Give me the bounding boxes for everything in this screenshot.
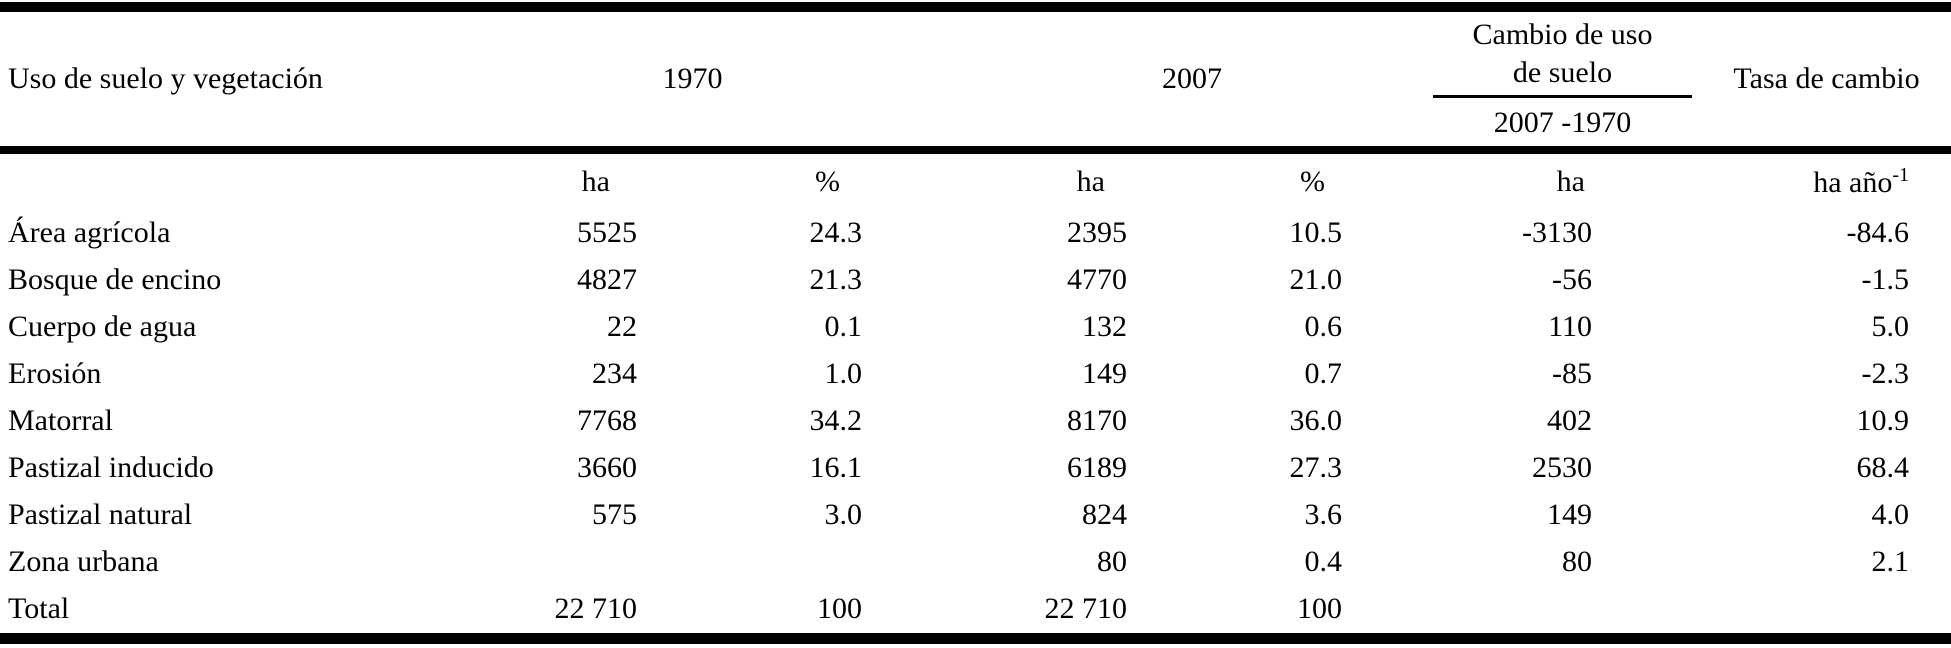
unit-tasa-superscript: -1 bbox=[1892, 163, 1909, 186]
cell-ha-2007: 4770 bbox=[1067, 263, 1127, 297]
units-row: ha % ha % ha ha año-1 bbox=[0, 150, 1951, 210]
unit-tasa: ha año-1 bbox=[1600, 150, 1951, 210]
cell-ha-2007: 22 710 bbox=[1044, 592, 1128, 626]
cell-cambio-ha: -56 bbox=[1552, 263, 1592, 297]
unit-empty bbox=[0, 150, 365, 210]
cell-landuse-label: Erosión bbox=[8, 357, 102, 391]
cell-ha-1970: 3660 bbox=[577, 451, 637, 485]
unit-pct-1970: % bbox=[815, 164, 840, 198]
unit-ha-1970: ha bbox=[581, 164, 610, 198]
unit-tasa-base: ha año bbox=[1813, 165, 1893, 199]
table-row: Zona urbana 80 0.4 80 2.1 bbox=[0, 539, 1951, 586]
cell-ha-1970: 5525 bbox=[577, 216, 637, 250]
table-row: Área agrícola 5525 24.3 2395 10.5 -3130 … bbox=[0, 210, 1951, 257]
cell-pct-2007: 0.7 bbox=[1304, 357, 1343, 391]
table-row: Total 22 710 100 22 710 100 bbox=[0, 586, 1951, 639]
cell-landuse-label: Área agrícola bbox=[8, 216, 171, 250]
cell-ha-1970: 234 bbox=[592, 357, 637, 391]
cell-ha-2007: 824 bbox=[1082, 498, 1127, 532]
cell-tasa bbox=[1600, 586, 1951, 639]
cell-landuse-label: Zona urbana bbox=[8, 545, 159, 579]
table-body: Área agrícola 5525 24.3 2395 10.5 -3130 … bbox=[0, 210, 1951, 639]
cambio-header-title: Cambio de uso de suelo bbox=[1433, 16, 1692, 98]
header-tasa-de-cambio: Tasa de cambio bbox=[1651, 7, 1951, 154]
cell-pct-2007: 0.4 bbox=[1304, 545, 1343, 579]
cell-landuse-label: Matorral bbox=[8, 404, 113, 438]
cell-tasa: 2.1 bbox=[1871, 545, 1910, 579]
cell-tasa: 68.4 bbox=[1856, 451, 1910, 485]
cell-tasa: 10.9 bbox=[1856, 404, 1910, 438]
cell-cambio-ha: -3130 bbox=[1522, 216, 1592, 250]
table-row: Matorral 7768 34.2 8170 36.0 402 10.9 bbox=[0, 398, 1951, 445]
cell-cambio-ha: 110 bbox=[1548, 310, 1592, 344]
cell-pct-1970 bbox=[645, 539, 870, 586]
cell-cambio-ha: 149 bbox=[1547, 498, 1592, 532]
cell-pct-1970: 0.1 bbox=[824, 310, 863, 344]
header-year-2007: 2007 bbox=[952, 7, 1432, 154]
cell-ha-1970: 22 bbox=[607, 310, 637, 344]
cell-ha-1970: 7768 bbox=[577, 404, 637, 438]
cell-tasa: -2.3 bbox=[1861, 357, 1910, 391]
table-row: Bosque de encino 4827 21.3 4770 21.0 -56… bbox=[0, 257, 1951, 304]
table-row: Pastizal natural 575 3.0 824 3.6 149 4.0 bbox=[0, 492, 1951, 539]
cell-cambio-ha: 80 bbox=[1562, 545, 1592, 579]
cell-pct-1970: 24.3 bbox=[809, 216, 863, 250]
cell-pct-1970: 34.2 bbox=[809, 404, 863, 438]
cell-tasa: 4.0 bbox=[1871, 498, 1910, 532]
cell-ha-2007: 149 bbox=[1082, 357, 1127, 391]
unit-pct-2007: % bbox=[1300, 164, 1325, 198]
table-header-row: Uso de suelo y vegetación 1970 2007 Camb… bbox=[0, 7, 1951, 154]
cell-ha-2007: 8170 bbox=[1067, 404, 1127, 438]
cell-cambio-ha: 2530 bbox=[1532, 451, 1592, 485]
cambio-header-stack: Cambio de uso de suelo 2007 -1970 bbox=[1433, 16, 1692, 143]
cell-pct-2007: 10.5 bbox=[1289, 216, 1343, 250]
cell-pct-2007: 3.6 bbox=[1304, 498, 1343, 532]
cell-pct-1970: 1.0 bbox=[824, 357, 863, 391]
cell-tasa: -84.6 bbox=[1846, 216, 1910, 250]
cell-landuse-label: Cuerpo de agua bbox=[8, 310, 197, 344]
cell-tasa: 5.0 bbox=[1871, 310, 1910, 344]
cambio-header-line2: de suelo bbox=[1512, 55, 1613, 89]
cell-pct-1970: 100 bbox=[817, 592, 862, 626]
header-year-1970: 1970 bbox=[440, 7, 945, 154]
header-landuse-label: Uso de suelo y vegetación bbox=[0, 7, 365, 154]
cell-landuse-label: Total bbox=[8, 592, 70, 626]
cell-landuse-label: Bosque de encino bbox=[8, 263, 222, 297]
cell-pct-2007: 36.0 bbox=[1289, 404, 1343, 438]
cell-pct-2007: 0.6 bbox=[1304, 310, 1343, 344]
unit-ha-2007: ha bbox=[1076, 164, 1105, 198]
cell-ha-1970: 4827 bbox=[577, 263, 637, 297]
cell-ha-1970 bbox=[365, 539, 645, 586]
cambio-header-line1: Cambio de uso bbox=[1472, 17, 1653, 51]
cell-cambio-ha bbox=[1350, 586, 1600, 639]
cell-pct-2007: 100 bbox=[1297, 592, 1342, 626]
unit-cambio-ha: ha bbox=[1556, 164, 1585, 198]
table-row: Pastizal inducido 3660 16.1 6189 27.3 25… bbox=[0, 445, 1951, 492]
cell-ha-2007: 80 bbox=[1097, 545, 1127, 579]
table-row: Cuerpo de agua 22 0.1 132 0.6 110 5.0 bbox=[0, 304, 1951, 351]
cell-pct-2007: 27.3 bbox=[1289, 451, 1343, 485]
cell-ha-1970: 575 bbox=[592, 498, 637, 532]
cell-ha-2007: 6189 bbox=[1067, 451, 1127, 485]
cell-landuse-label: Pastizal inducido bbox=[8, 451, 214, 485]
cell-pct-2007: 21.0 bbox=[1289, 263, 1343, 297]
cell-cambio-ha: 402 bbox=[1547, 404, 1592, 438]
cell-cambio-ha: -85 bbox=[1552, 357, 1592, 391]
table-row: Erosión 234 1.0 149 0.7 -85 -2.3 bbox=[0, 351, 1951, 398]
cell-pct-1970: 3.0 bbox=[824, 498, 863, 532]
cell-landuse-label: Pastizal natural bbox=[8, 498, 193, 532]
cell-ha-1970: 22 710 bbox=[554, 592, 638, 626]
cell-pct-1970: 16.1 bbox=[809, 451, 863, 485]
cell-ha-2007: 2395 bbox=[1067, 216, 1127, 250]
cambio-header-period: 2007 -1970 bbox=[1493, 105, 1632, 139]
cell-ha-2007: 132 bbox=[1082, 310, 1127, 344]
cell-tasa: -1.5 bbox=[1861, 263, 1910, 297]
cell-pct-1970: 21.3 bbox=[809, 263, 863, 297]
